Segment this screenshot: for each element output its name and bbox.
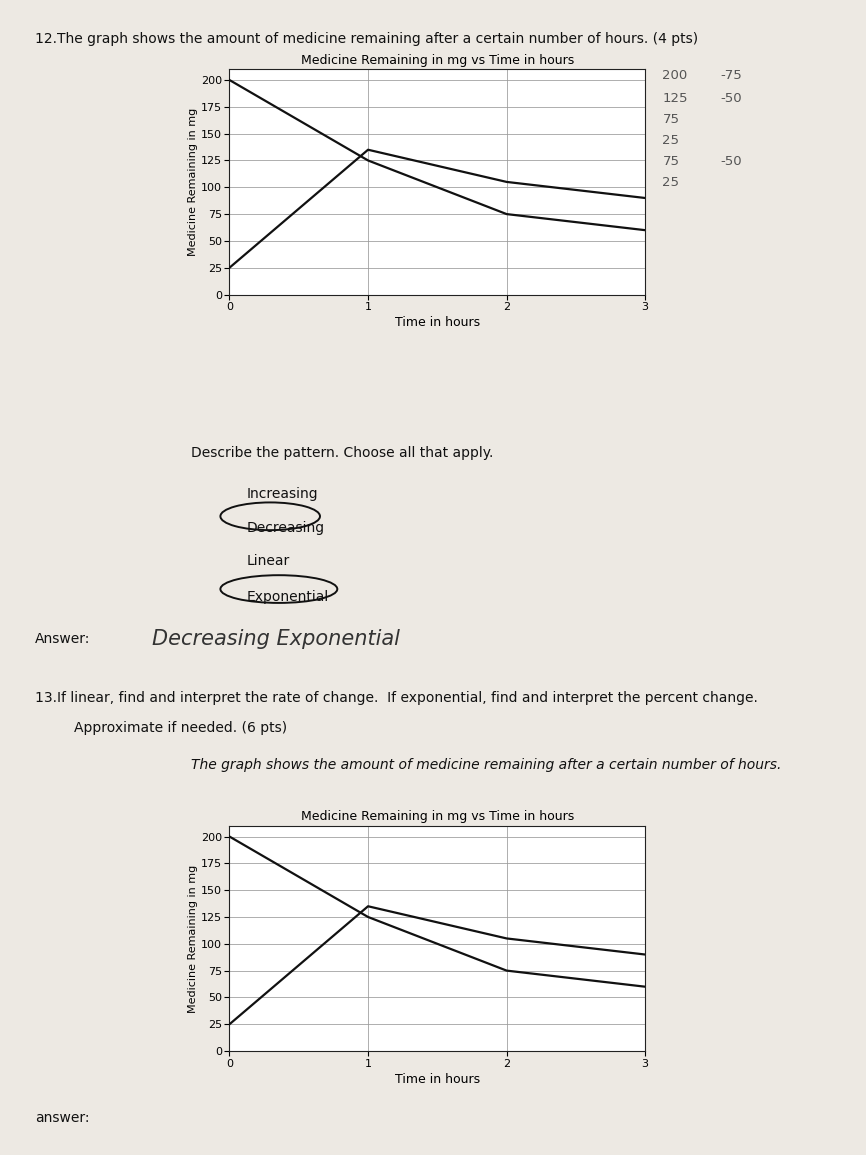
X-axis label: Time in hours: Time in hours — [395, 1073, 480, 1086]
Text: Linear: Linear — [247, 554, 290, 568]
Text: The graph shows the amount of medicine remaining after a certain number of hours: The graph shows the amount of medicine r… — [191, 758, 781, 772]
Title: Medicine Remaining in mg vs Time in hours: Medicine Remaining in mg vs Time in hour… — [301, 811, 574, 824]
Text: Exponential: Exponential — [247, 590, 329, 604]
Text: -75: -75 — [721, 69, 742, 82]
X-axis label: Time in hours: Time in hours — [395, 316, 480, 329]
Text: Increasing: Increasing — [247, 487, 319, 501]
Text: 25: 25 — [662, 134, 680, 147]
Text: Describe the pattern. Choose all that apply.: Describe the pattern. Choose all that ap… — [191, 446, 493, 460]
Text: Decreasing Exponential: Decreasing Exponential — [152, 629, 399, 649]
Text: Approximate if needed. (6 pts): Approximate if needed. (6 pts) — [74, 721, 287, 735]
Y-axis label: Medicine Remaining in mg: Medicine Remaining in mg — [188, 864, 198, 1013]
Text: answer:: answer: — [35, 1111, 89, 1125]
Text: 12.The graph shows the amount of medicine remaining after a certain number of ho: 12.The graph shows the amount of medicin… — [35, 32, 698, 46]
Text: Decreasing: Decreasing — [247, 521, 325, 535]
Text: Answer:: Answer: — [35, 632, 90, 646]
Title: Medicine Remaining in mg vs Time in hours: Medicine Remaining in mg vs Time in hour… — [301, 54, 574, 67]
Text: 25: 25 — [662, 176, 680, 188]
Text: 75: 75 — [662, 155, 680, 167]
Text: 13.If linear, find and interpret the rate of change.  If exponential, find and i: 13.If linear, find and interpret the rat… — [35, 691, 758, 705]
Text: 125: 125 — [662, 92, 688, 105]
Text: 200: 200 — [662, 69, 688, 82]
Text: -50: -50 — [721, 155, 742, 167]
Text: 75: 75 — [662, 113, 680, 126]
Text: -50: -50 — [721, 92, 742, 105]
Y-axis label: Medicine Remaining in mg: Medicine Remaining in mg — [188, 107, 198, 256]
